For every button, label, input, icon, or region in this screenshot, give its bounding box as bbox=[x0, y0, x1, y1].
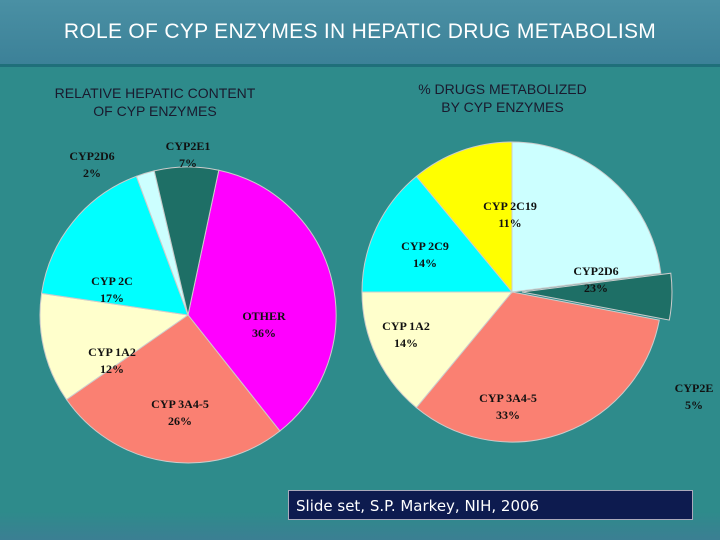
left-chart-title: RELATIVE HEPATIC CONTENT OF CYP ENZYMES bbox=[20, 84, 290, 120]
left-pie: OTHER 36% CYP 3A4-5 26% CYP 1A2 12% CYP 2C 17% C… bbox=[39, 139, 337, 464]
slice-label: CYP2E bbox=[675, 381, 714, 395]
left-chart-title-line-1: RELATIVE HEPATIC CONTENT bbox=[54, 85, 256, 101]
pie-slice-cyp-1a2 bbox=[361, 291, 514, 409]
pie-slice-cyp-3a4-5 bbox=[65, 314, 281, 464]
slice-value-label: 2% bbox=[83, 166, 101, 180]
slice-label: CYP 3A4-5 bbox=[151, 397, 209, 411]
slice-value-label: 5% bbox=[685, 398, 703, 412]
pie-slice-other bbox=[187, 169, 337, 432]
slice-label: OTHER bbox=[242, 309, 286, 323]
pie-slice-cyp-2c19 bbox=[415, 141, 513, 294]
pie-slice-cyp-3a4-5 bbox=[415, 291, 660, 443]
credit-text: Slide set, S.P. Markey, NIH, 2006 bbox=[296, 497, 540, 515]
right-chart-title-line-1: % DRUGS METABOLIZED bbox=[418, 81, 587, 97]
right-chart-title: % DRUGS METABOLIZED BY CYP ENZYMES bbox=[375, 80, 630, 116]
slice-value-label: 14% bbox=[413, 256, 437, 270]
slice-label: CYP 2C19 bbox=[483, 199, 537, 213]
slice-value-label: 33% bbox=[496, 408, 520, 422]
slice-label: CYP 3A4-5 bbox=[479, 391, 537, 405]
slice-value-label: 11% bbox=[498, 216, 521, 230]
slice-value-label: 36% bbox=[252, 326, 276, 340]
pie-slice-cyp2d6 bbox=[511, 141, 662, 293]
title-separator bbox=[0, 64, 720, 67]
slice-label: CYP 1A2 bbox=[382, 319, 430, 333]
pie-slice-cyp2e bbox=[521, 272, 673, 321]
slice-label: CYP2E1 bbox=[166, 139, 211, 153]
slice-value-label: 14% bbox=[394, 336, 418, 350]
right-pie: CYP2D6 23% CYP2E 5% CYP 3A4-5 33% CYP 1A2 14% CY… bbox=[361, 141, 714, 443]
slice-value-label: 7% bbox=[179, 156, 197, 170]
pie-slice-cyp-2c bbox=[41, 175, 189, 316]
pie-slice-cyp2e1 bbox=[153, 166, 220, 316]
slide-title: ROLE OF CYP ENZYMES IN HEPATIC DRUG META… bbox=[63, 20, 657, 43]
slice-value-label: 12% bbox=[100, 362, 124, 376]
right-chart-title-line-2: BY CYP ENZYMES bbox=[441, 99, 564, 115]
slice-value-label: 17% bbox=[100, 291, 124, 305]
pie-slice-cyp-2c9 bbox=[361, 175, 514, 293]
slice-label: CYP 2C bbox=[91, 274, 133, 288]
left-chart-title-line-2: OF CYP ENZYMES bbox=[93, 103, 217, 119]
title-bar bbox=[0, 0, 720, 64]
slice-label: CYP 1A2 bbox=[88, 345, 136, 359]
slice-label: CYP 2C9 bbox=[401, 239, 449, 253]
slice-label: CYP2D6 bbox=[69, 149, 114, 163]
slice-label: CYP2D6 bbox=[573, 264, 618, 278]
credit-box: Slide set, S.P. Markey, NIH, 2006 bbox=[288, 490, 693, 520]
slice-value-label: 23% bbox=[584, 281, 608, 295]
slice-value-label: 26% bbox=[168, 414, 192, 428]
pie-slice-cyp-1a2 bbox=[39, 292, 190, 401]
